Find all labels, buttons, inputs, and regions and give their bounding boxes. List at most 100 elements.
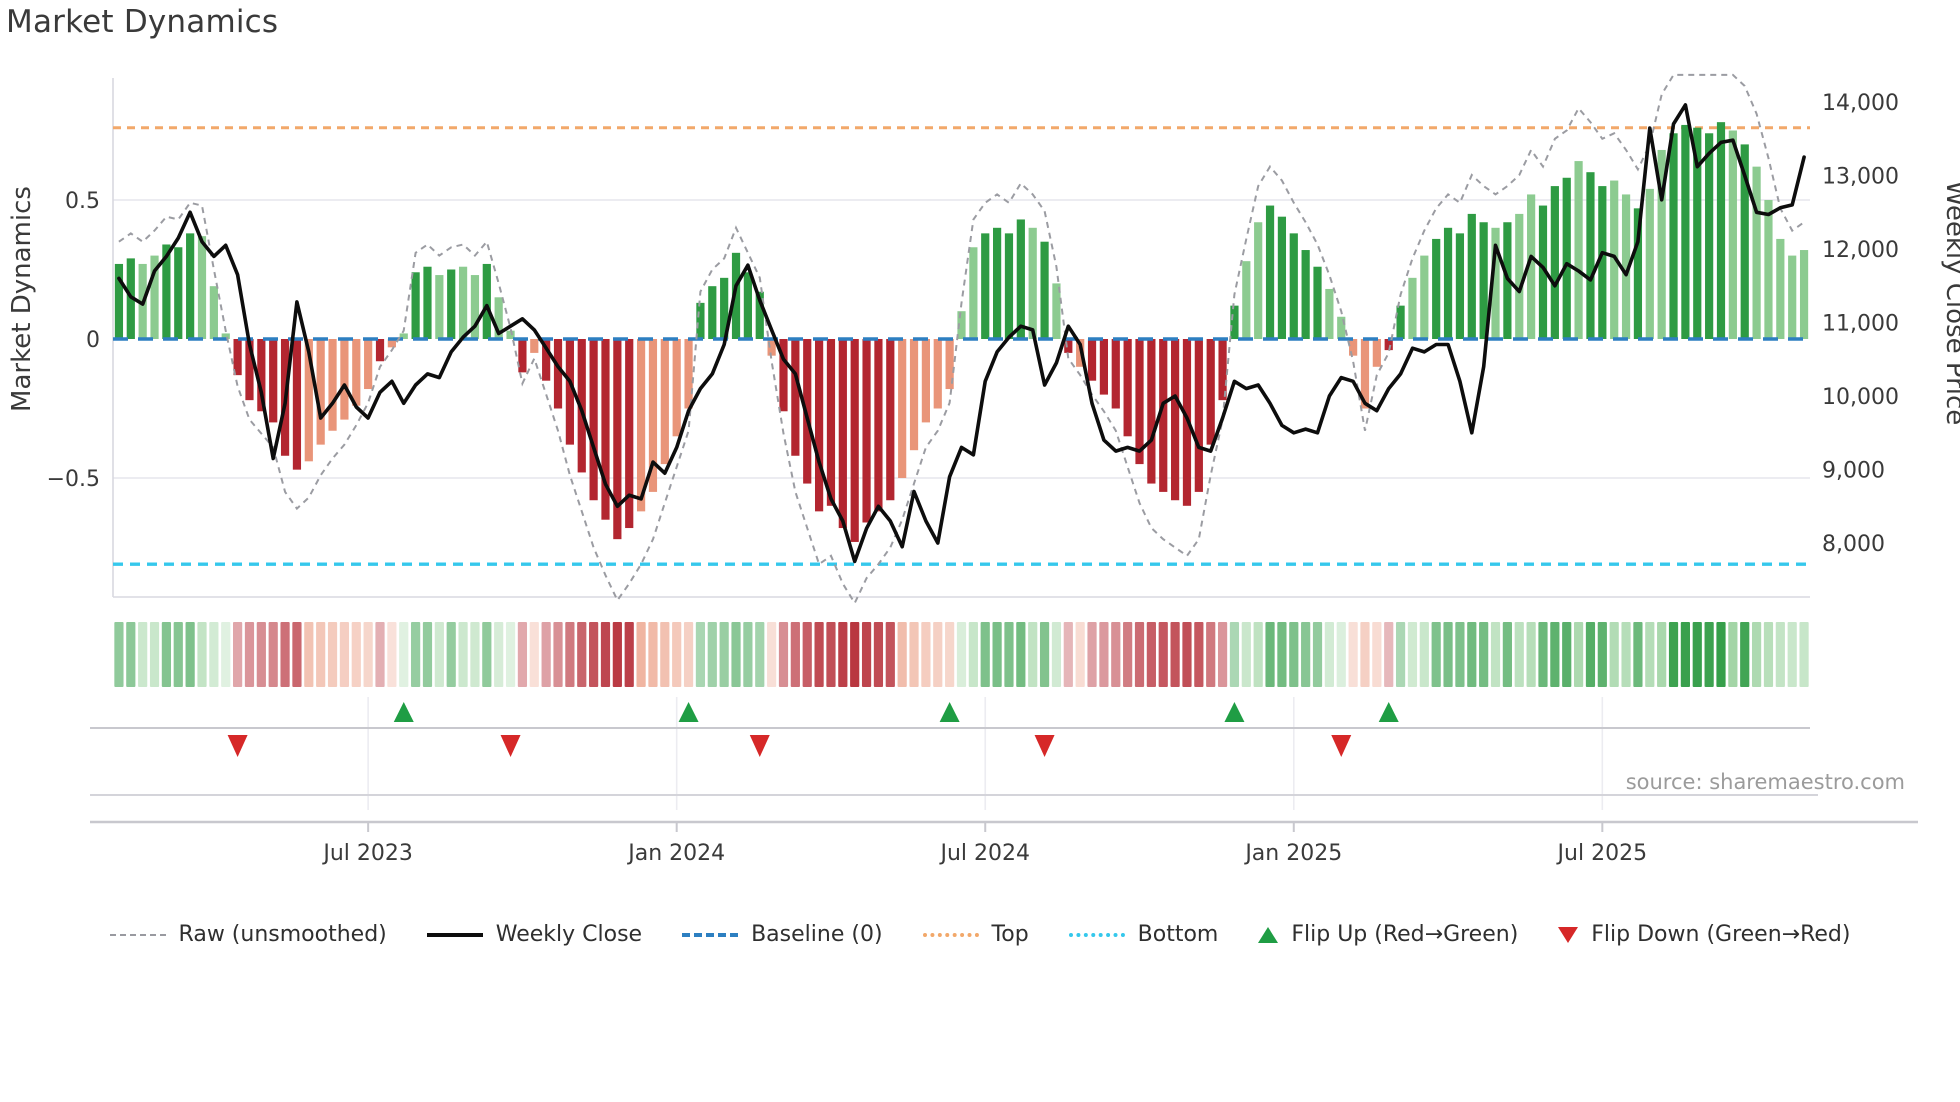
right-axis-tick-label: 14,000 (1822, 91, 1899, 116)
oscillator-bar (1313, 266, 1322, 339)
heatmap-cell (695, 622, 706, 687)
oscillator-bar (898, 339, 907, 478)
oscillator-bar (1776, 238, 1785, 339)
oscillator-bar (660, 339, 669, 465)
heatmap-cell (1170, 622, 1180, 687)
oscillator-bar (1408, 277, 1417, 339)
oscillator-bar (1752, 166, 1761, 339)
heatmap-cell (802, 622, 812, 687)
flip-down-marker (500, 735, 521, 757)
oscillator-bar (720, 277, 729, 339)
oscillator-bar (1004, 233, 1014, 339)
heatmap-cell (589, 622, 599, 687)
heatmap-cell (161, 622, 172, 687)
heatmap-cell (636, 622, 646, 687)
heatmap-cell (683, 622, 694, 687)
oscillator-bar (530, 339, 539, 353)
heatmap-cell (743, 622, 753, 687)
heatmap-cell (1395, 622, 1406, 687)
heatmap-cell (660, 622, 670, 687)
oscillator-bar (1194, 339, 1203, 492)
legend-item-green-up-triangle: Flip Up (Red→Green) (1258, 922, 1518, 947)
heatmap-cell (185, 622, 195, 687)
heatmap-cell (411, 622, 421, 687)
oscillator-bar (387, 339, 396, 348)
right-axis-tick-label: 10,000 (1822, 385, 1899, 410)
heatmap-cell (1099, 622, 1109, 687)
oscillator-bar (696, 302, 705, 339)
oscillator-bar (221, 333, 230, 339)
heatmap-cell (434, 622, 444, 687)
oscillator-bar (850, 339, 859, 542)
heatmap-cell (873, 622, 884, 687)
oscillator-bar (589, 339, 598, 501)
oscillator-bar (1788, 255, 1797, 339)
heatmap-cell (1502, 622, 1512, 687)
oscillator-bar (340, 339, 349, 420)
oscillator-bar (969, 247, 978, 339)
flip-up-marker (393, 702, 414, 722)
oscillator-bar (1265, 205, 1275, 339)
legend-item-solid-black-line: Weekly Close (426, 922, 642, 947)
oscillator-bar (625, 339, 634, 529)
oscillator-bar (458, 266, 468, 339)
right-axis-tick-label: 11,000 (1822, 312, 1899, 337)
oscillator-bar (482, 263, 491, 339)
oscillator-bar (957, 311, 966, 339)
heatmap-cell (1562, 622, 1572, 687)
oscillator-bar (993, 227, 1002, 339)
legend-label: Flip Up (Red→Green) (1291, 922, 1519, 947)
legend-item-blue-dash-line: Baseline (0) (682, 922, 883, 947)
heatmap-cell (1039, 622, 1050, 687)
heatmap-cell (755, 622, 765, 687)
oscillator-bar (814, 339, 824, 512)
oscillator-bar (731, 252, 741, 339)
heatmap-cell (387, 622, 397, 687)
heatmap-cell (1455, 622, 1465, 687)
heatmap-cell (149, 622, 160, 687)
heatmap-cell (1645, 622, 1655, 687)
heatmap-cell (826, 622, 836, 687)
flip-down-marker (1331, 735, 1352, 757)
green-up-triangle (1258, 926, 1279, 943)
heatmap-cell (1799, 622, 1809, 687)
oscillator-bar (352, 339, 361, 406)
heatmap-cell (1146, 622, 1156, 687)
oscillator-bar (945, 339, 954, 390)
oscillator-bar (933, 339, 942, 409)
heatmap-cell (1550, 622, 1560, 687)
oscillator-bar (162, 244, 171, 339)
heatmap-cell (1301, 622, 1311, 687)
heatmap-cell (707, 622, 717, 687)
oscillator-bar (684, 339, 693, 409)
heatmap-cell (1668, 622, 1679, 687)
heatmap-cell (1372, 622, 1382, 687)
heatmap-cell (719, 622, 729, 687)
heatmap-cell (600, 622, 611, 687)
heatmap-cell (268, 622, 278, 687)
oscillator-bar (399, 333, 408, 339)
x-axis-tick-label: Jan 2025 (1243, 841, 1342, 866)
heatmap-cell (1657, 622, 1667, 687)
oscillator-bar (1206, 339, 1215, 445)
x-axis-tick-label: Jul 2024 (938, 841, 1030, 866)
heatmap-cell (1787, 622, 1797, 687)
oscillator-bar (1681, 124, 1690, 339)
flip-down-marker (749, 735, 770, 757)
oscillator-bar (672, 339, 681, 437)
heatmap-cell (529, 622, 539, 687)
heatmap-cell (1692, 622, 1702, 687)
heatmap-cell (1680, 622, 1690, 687)
heatmap-cell (1479, 622, 1489, 687)
heatmap-cell (909, 622, 919, 687)
oscillator-bar (1705, 133, 1714, 339)
blue-dash-line (682, 932, 739, 937)
oscillator-bar (197, 236, 207, 339)
chart-legend: Raw (unsmoothed) Weekly Close Baseline (0)… (0, 922, 1960, 947)
heatmap-cell (861, 622, 872, 687)
heatmap-cell (458, 622, 468, 687)
heatmap-cell (1597, 622, 1607, 687)
heatmap-cell (375, 622, 385, 687)
heatmap-cell (1573, 622, 1584, 687)
heatmap-cell (221, 622, 231, 687)
